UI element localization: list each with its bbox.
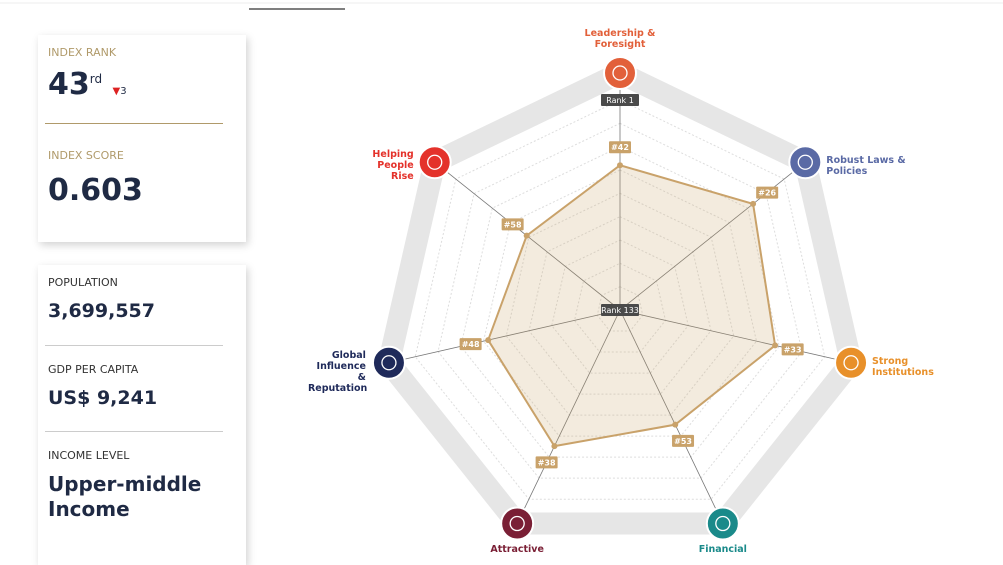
label: INCOME LEVEL [48, 449, 130, 462]
score: 0.603 [48, 173, 143, 208]
rank-suffix: rd [89, 72, 103, 86]
grid-ring-decor [528, 216, 712, 395]
pillar-icon [834, 345, 869, 380]
pillar-label: Robust Laws & Policies [826, 155, 906, 178]
label: GDP PER CAPITA [48, 363, 139, 376]
value: US$ 9,241 [48, 387, 158, 409]
separator [45, 345, 223, 346]
radar-point [772, 342, 779, 349]
rank-card: INDEX RANK 43rd ▼3 INDEX SCORE 0.603 [38, 35, 246, 242]
chart: #42 #26 #33 #53 #38 #48 #58 Rank 133 Rank 1 [0, 2, 1003, 541]
pillar-icon [705, 506, 740, 541]
label: INDEX RANK [48, 46, 117, 59]
rank-label: Rank 1 [606, 96, 634, 105]
pillar-label: Financial [698, 543, 747, 555]
rank-label-box [601, 94, 639, 106]
grid-ring-decor [437, 122, 803, 479]
grid-ring-decor [482, 169, 758, 437]
pillar-label: Strong Institutions [872, 355, 934, 378]
outer-band [377, 62, 863, 535]
spoke [388, 309, 621, 364]
value-label: #38 [538, 458, 556, 467]
value-label-box [756, 186, 779, 199]
value-label: #48 [462, 340, 480, 349]
value-label-box [535, 456, 558, 469]
grid-ring-decor [573, 262, 667, 353]
pillar-icon-glyph [715, 515, 731, 532]
radar-point [485, 337, 492, 344]
pillar-icon-glyph [509, 515, 525, 532]
grid-ring [414, 99, 826, 500]
pillar-label: Attractive [490, 543, 544, 555]
page: #42 #26 #33 #53 #38 #48 #58 Rank 133 Rank 1 INDE… [0, 2, 1003, 555]
grid-ring-decor [551, 239, 689, 374]
value-label: #53 [674, 437, 692, 446]
value-label: #26 [758, 189, 776, 198]
label: POPULATION [48, 276, 118, 289]
separator [45, 123, 223, 124]
rank-change-value: 3 [120, 86, 127, 97]
grid-ring-decor [460, 146, 780, 458]
rank-change: ▼3 [112, 86, 127, 97]
value-label: #42 [611, 143, 629, 152]
separator [45, 431, 223, 432]
pillar-icon [417, 145, 452, 180]
pillar-icon-glyph [797, 154, 813, 170]
value: 3,699,557 [48, 300, 155, 322]
spoke [619, 309, 852, 364]
radar-point [672, 421, 679, 428]
radar-point [617, 162, 623, 169]
pillar-icon [500, 506, 535, 541]
pillar-icon-glyph [427, 154, 443, 170]
value-label: #58 [504, 220, 522, 229]
radar-point [523, 232, 530, 239]
pillar-label: Global Influence & Reputation [307, 349, 368, 394]
radar-point [750, 200, 757, 207]
pillar-icon-glyph [381, 355, 397, 371]
spoke [619, 309, 724, 524]
pillar-icon [371, 345, 406, 380]
pillar-label: Helping People Rise [372, 149, 414, 183]
label: INDEX SCORE [48, 149, 124, 162]
radar-point [551, 443, 558, 450]
pillar-icon [603, 56, 637, 90]
value-label-box [781, 343, 804, 356]
spoke [516, 309, 621, 524]
stats-card: POPULATION 3,699,557 GDP PER CAPITA US$ … [38, 265, 246, 565]
pillar-label: Leadership & Foresight [584, 28, 656, 50]
rank-label-box [601, 304, 639, 316]
value-label-box [501, 218, 524, 231]
value-label-box [459, 338, 482, 351]
value-label-box [672, 434, 695, 447]
value-label: #33 [784, 345, 802, 354]
rank-label: Rank 133 [601, 306, 639, 315]
value-label-box [609, 141, 631, 154]
pillar-icon-glyph [612, 65, 628, 81]
pillar-icon [788, 145, 823, 180]
value: Upper-middle Income [48, 472, 202, 521]
rank: 43rd ▼3 [48, 67, 127, 102]
pillar-icon-glyph [843, 355, 859, 371]
rank-value: 43 [48, 67, 90, 102]
